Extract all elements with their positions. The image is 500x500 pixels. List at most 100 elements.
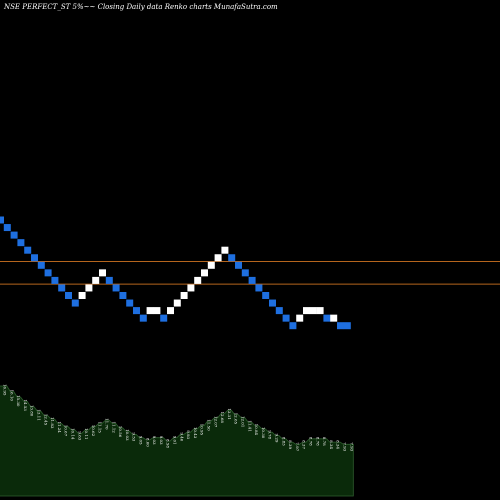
- volume-label: 8.58: [166, 439, 171, 448]
- renko-brick: [119, 292, 127, 299]
- renko-brick: [78, 292, 86, 299]
- renko-brick: [343, 322, 351, 330]
- volume-label: 9.93: [186, 430, 191, 439]
- renko-brick: [167, 307, 174, 315]
- volume-label: 10.30: [261, 427, 266, 439]
- volume-labels: 16.95 16.10 15.30 14.53 13.80 13.11 12.45 11.83…: [3, 384, 355, 452]
- renko-brick: [201, 269, 208, 277]
- volume-label: 8.39: [288, 440, 293, 449]
- volume-label: 11.70: [105, 418, 110, 430]
- renko-brick: [289, 322, 297, 330]
- renko-brick: [221, 246, 229, 254]
- volume-label: 10.43: [193, 427, 198, 439]
- renko-brick: [248, 276, 256, 284]
- volume-label: 9.01: [173, 436, 178, 445]
- volume-label: 14.53: [23, 399, 28, 411]
- renko-brick: [262, 292, 270, 299]
- volume-label: 9.03: [152, 436, 157, 445]
- renko-brick: [65, 292, 72, 299]
- volume-label: 9.63: [77, 431, 82, 440]
- volume-label: 12.07: [213, 416, 218, 428]
- volume-label: 8.60: [145, 438, 150, 447]
- volume-label: 9.46: [179, 432, 184, 441]
- renko-brick: [31, 254, 38, 262]
- renko-brick: [112, 284, 120, 292]
- renko-brick: [24, 246, 32, 254]
- volume-label: 7.93: [349, 442, 354, 451]
- renko-brick: [207, 261, 215, 269]
- renko-brick: [323, 314, 331, 322]
- renko-brick: [126, 299, 134, 307]
- renko-brick: [275, 307, 283, 315]
- renko-brick: [0, 216, 4, 224]
- volume-label: 10.62: [91, 425, 96, 437]
- renko-brick: [99, 269, 106, 277]
- renko-brick: [194, 276, 202, 284]
- volume-label: 10.14: [71, 428, 76, 440]
- renko-brick: [214, 254, 222, 262]
- renko-brick: [3, 224, 11, 232]
- renko-brick: [235, 261, 242, 269]
- renko-brick: [10, 231, 18, 239]
- volume-label: 9.78: [268, 430, 273, 439]
- renko-brick: [133, 307, 140, 315]
- renko-brick: [309, 307, 317, 315]
- volume-label: 13.11: [37, 409, 42, 420]
- renko-brick: [303, 307, 310, 315]
- renko-brick: [316, 307, 324, 315]
- volume-label: 11.15: [98, 421, 103, 433]
- volume-label: 10.67: [64, 425, 69, 437]
- volume-label: 8.83: [281, 437, 286, 446]
- volume-label: 12.68: [220, 412, 225, 424]
- renko-brick: [187, 284, 195, 292]
- volume-label: 12.45: [43, 414, 48, 426]
- volume-label: 12.65: [234, 413, 239, 425]
- renko-brick: [44, 269, 52, 277]
- renko-brick: [51, 276, 59, 284]
- volume-label: 11.83: [50, 417, 55, 429]
- renko-brick: [173, 299, 181, 307]
- volume-label: 8.78: [315, 437, 320, 446]
- volume-label: 9.05: [139, 436, 144, 445]
- renko-brick: [180, 292, 188, 299]
- volume-label: 8.37: [302, 440, 307, 449]
- volume-label: 12.01: [241, 416, 246, 427]
- renko-brick: [71, 299, 79, 307]
- renko-brick: [37, 261, 45, 269]
- volume-label: 16.95: [3, 384, 8, 396]
- renko-brick: [139, 314, 147, 322]
- volume-label: 11.24: [57, 421, 62, 433]
- renko-brick: [85, 284, 93, 292]
- volume-label: 7.93: [343, 442, 348, 451]
- volume-label: 10.84: [254, 424, 259, 436]
- renko-brick: [105, 276, 113, 284]
- volume-label: 10.11: [84, 428, 89, 439]
- volume-label: 7.97: [295, 442, 300, 451]
- volume-label: 9.53: [132, 432, 137, 441]
- renko-brick: [269, 299, 276, 307]
- volume-label: 13.80: [30, 405, 35, 417]
- volume-label: 8.78: [309, 437, 314, 446]
- renko-brick: [330, 314, 338, 322]
- renko-brick: [241, 269, 249, 277]
- volume-label: 10.03: [125, 429, 130, 441]
- renko-brick: [160, 314, 168, 322]
- renko-brick: [153, 307, 161, 315]
- volume-label: 9.29: [275, 434, 280, 443]
- volume-label: 15.30: [16, 395, 21, 407]
- renko-brick: [92, 276, 100, 284]
- renko-brick: [255, 284, 263, 292]
- volume-label: 11.41: [247, 420, 252, 431]
- chart-caption: NSE PERFECT_ST 5%~~ Closing Daily data R…: [3, 3, 278, 11]
- renko-brick: [296, 314, 304, 322]
- volume-label: 11.12: [111, 421, 116, 433]
- volume-label: 10.95: [200, 424, 205, 436]
- renko-brick: [228, 254, 236, 262]
- volume-label: 9.03: [159, 436, 164, 445]
- volume-label: 8.34: [329, 440, 334, 449]
- renko-brick: [146, 307, 154, 315]
- volume-label: 8.78: [322, 437, 327, 446]
- volume-label: 13.31: [227, 408, 232, 419]
- volume-label: 8.34: [336, 440, 341, 449]
